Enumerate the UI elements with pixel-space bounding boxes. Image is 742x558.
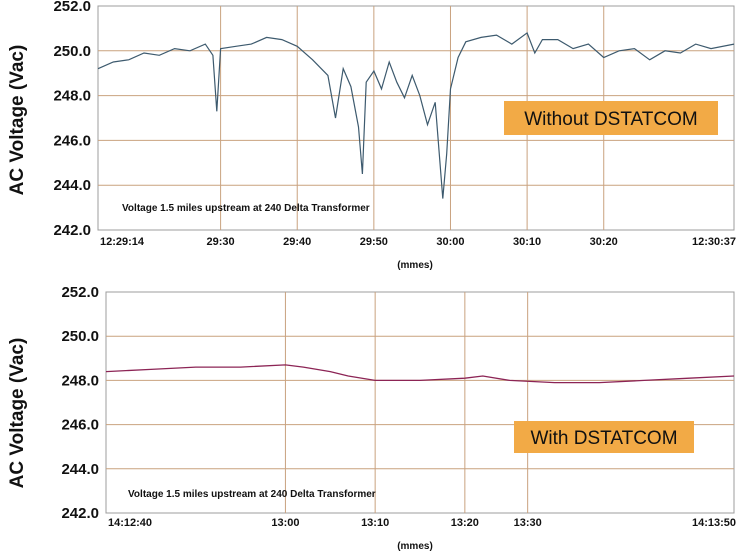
y-axis-label-bottom: AC Voltage (Vac) [7,338,28,489]
y-tick-label: 252.0 [53,0,91,15]
legend-badge-top: Without DSTATCOM [504,101,718,135]
y-tick-label: 250.0 [53,43,91,60]
legend-badge-bottom: With DSTATCOM [514,421,694,453]
chart-bottom: AC Voltage (Vac) 252.0 250.0 248.0 246.0 244… [7,284,736,552]
x-axis-unit-top: (mmes) [397,260,433,271]
x-tick-label: 30:20 [590,236,618,248]
x-tick-label: 13:20 [451,517,479,529]
y-tick-label: 242.0 [53,222,91,239]
series-line-bottom [105,364,735,384]
badge-background-top [504,101,718,135]
chart-top: AC Voltage (Vac) 252.0 250.0 248.0 246.0 244… [7,0,736,271]
y-tick-label: 252.0 [61,284,99,301]
x-tick-label: 13:10 [361,517,389,529]
badge-text-top: Without DSTATCOM [524,109,697,130]
x-tick-label: 12:29:14 [100,236,145,248]
x-tick-label: 12:30:37 [692,236,736,248]
y-tick-label: 248.0 [53,88,91,105]
x-tick-label: 29:40 [283,236,311,248]
x-tick-label: 29:30 [207,236,235,248]
y-tick-label: 246.0 [53,132,91,149]
badge-background-bottom [514,421,694,453]
y-tick-label: 248.0 [61,372,99,389]
x-tick-label: 30:00 [436,236,464,248]
x-tick-label: 14:12:40 [108,517,152,529]
y-tick-label: 246.0 [61,417,99,434]
plot-note-bottom: Voltage 1.5 miles upstream at 240 Delta … [128,489,376,500]
x-axis-unit-bottom: (mmes) [397,541,433,552]
x-tick-label: 29:50 [360,236,388,248]
plot-frame-bottom [105,291,735,514]
y-tick-label: 250.0 [61,328,99,345]
x-tick-label: 14:13:50 [692,517,736,529]
plot-note-top: Voltage 1.5 miles upstream at 240 Delta … [122,203,370,214]
y-tick-label: 244.0 [61,461,99,478]
x-tick-label: 13:00 [271,517,299,529]
x-tick-label: 30:10 [513,236,541,248]
y-axis-label-top: AC Voltage (Vac) [7,45,28,196]
y-tick-label: 244.0 [53,177,91,194]
y-tick-label: 242.0 [61,505,99,522]
x-tick-label: 13:30 [514,517,542,529]
badge-text-bottom: With DSTATCOM [530,428,677,449]
series-line-top [97,31,735,199]
